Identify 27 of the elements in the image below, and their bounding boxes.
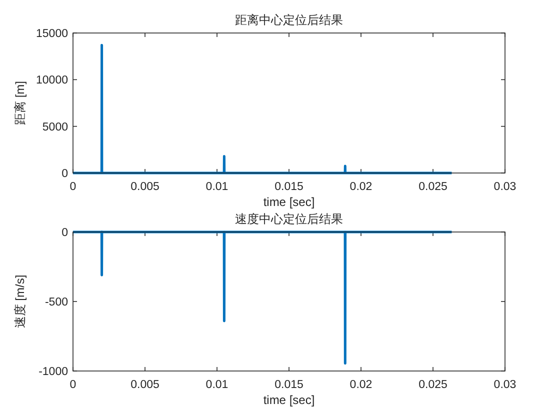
x-tick-label: 0.025: [418, 181, 448, 193]
x-tick-label: 0.02: [350, 181, 372, 193]
y-tick-label: 10000: [36, 74, 68, 87]
x-tick-label: 0.02: [350, 379, 372, 391]
y-tick-label: 5000: [42, 121, 68, 134]
x-tick-label: 0.025: [418, 379, 448, 391]
chart-title: 距离中心定位后结果: [235, 13, 343, 27]
y-tick-label: -500: [44, 296, 68, 308]
x-tick-label: 0.01: [206, 379, 228, 391]
x-tick-label: 0: [70, 181, 76, 193]
x-tick-label: 0.03: [494, 379, 516, 391]
x-tick-label: 0.015: [274, 379, 304, 391]
x-axis-title: time [sec]: [263, 195, 315, 209]
x-tick-label: 0: [70, 379, 76, 391]
x-tick-label: 0.005: [130, 181, 160, 193]
x-tick-label: 0.005: [130, 379, 160, 391]
x-tick-label: 0.01: [206, 181, 228, 193]
y-tick-label: -1000: [38, 366, 68, 378]
y-tick-label: 15000: [36, 28, 68, 40]
x-tick-label: 0.03: [494, 181, 516, 193]
y-axis-title: 速度 [m/s]: [13, 274, 27, 328]
chart-title: 速度中心定位后结果: [235, 212, 343, 226]
y-axis-title: 距离 [m]: [13, 81, 27, 125]
x-axis-title: time [sec]: [263, 393, 315, 407]
x-tick-label: 0.015: [274, 181, 304, 193]
y-tick-label: 0: [62, 227, 68, 239]
y-tick-label: 0: [62, 168, 68, 180]
